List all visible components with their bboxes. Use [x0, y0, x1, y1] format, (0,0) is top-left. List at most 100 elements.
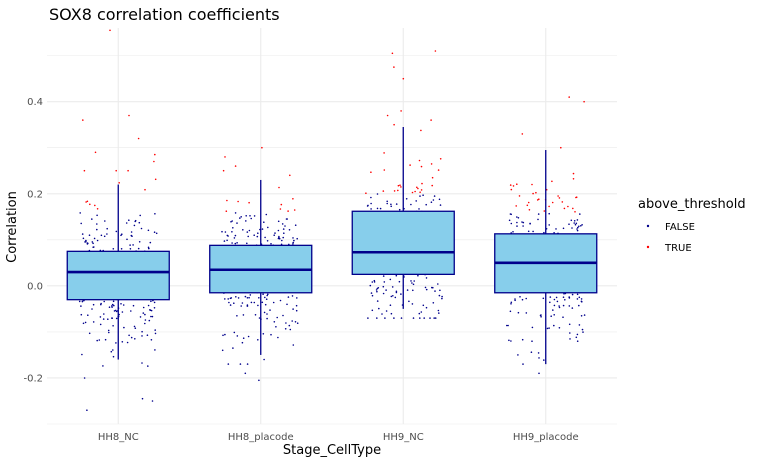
data-point	[282, 228, 285, 230]
data-point	[229, 297, 232, 300]
data-point	[248, 229, 251, 232]
data-point	[392, 295, 394, 297]
data-point	[228, 301, 230, 304]
data-point	[250, 301, 253, 304]
data-point	[370, 202, 372, 205]
data-point	[224, 298, 226, 300]
data-point	[583, 314, 586, 316]
data-point	[369, 284, 372, 287]
data-point	[376, 290, 378, 293]
data-point	[382, 275, 385, 277]
data-point	[233, 331, 236, 334]
data-point	[399, 184, 401, 186]
data-point	[229, 304, 232, 306]
data-point	[84, 241, 86, 243]
data-point	[278, 186, 280, 189]
data-point	[263, 221, 265, 223]
data-point	[295, 304, 298, 307]
data-point	[147, 304, 150, 307]
data-point	[530, 351, 533, 354]
data-point	[134, 219, 137, 222]
outlier-point	[86, 409, 88, 412]
data-point	[383, 152, 385, 154]
data-point	[149, 241, 152, 244]
data-point	[267, 293, 269, 296]
data-point	[516, 221, 518, 224]
data-point	[510, 222, 513, 225]
outlier-point	[583, 100, 585, 103]
data-point	[568, 305, 571, 307]
data-point	[288, 324, 291, 327]
data-point	[376, 317, 378, 319]
data-point	[532, 230, 534, 233]
data-point	[555, 296, 558, 299]
data-point	[531, 326, 534, 329]
data-point	[264, 236, 266, 239]
data-point	[130, 231, 133, 233]
data-point	[133, 325, 136, 328]
data-point	[437, 283, 439, 285]
data-point	[411, 282, 413, 284]
data-point	[562, 304, 565, 307]
data-point	[376, 207, 379, 210]
data-point	[273, 321, 276, 323]
data-point	[102, 318, 105, 320]
data-point	[262, 293, 264, 296]
data-point	[120, 248, 123, 250]
data-point	[431, 176, 434, 179]
data-point	[286, 303, 288, 306]
data-point	[106, 227, 108, 230]
data-point	[86, 200, 89, 203]
data-point	[81, 300, 84, 303]
data-point	[385, 289, 387, 291]
data-point	[540, 316, 542, 318]
data-point	[437, 169, 440, 171]
data-point	[371, 309, 374, 312]
data-point	[564, 299, 566, 301]
data-point	[144, 188, 146, 191]
data-point	[244, 295, 247, 298]
data-point	[373, 281, 376, 283]
data-point	[576, 293, 579, 296]
data-point	[371, 281, 374, 283]
data-point	[538, 198, 540, 200]
data-point	[144, 313, 146, 316]
legend-key-false	[646, 224, 650, 228]
outlier-point	[128, 114, 130, 117]
data-point	[409, 164, 411, 166]
data-point	[234, 242, 237, 245]
data-point	[285, 322, 287, 324]
data-point	[538, 357, 540, 359]
data-point	[548, 224, 550, 226]
data-point	[242, 314, 245, 316]
data-point	[107, 329, 110, 332]
data-point	[438, 198, 441, 201]
data-point	[385, 310, 388, 312]
data-point	[578, 296, 581, 299]
data-point	[84, 321, 87, 324]
data-point	[417, 187, 419, 190]
data-point	[82, 237, 85, 240]
data-point	[518, 195, 521, 197]
data-point	[422, 194, 424, 196]
data-point	[257, 339, 259, 341]
data-point	[293, 209, 296, 211]
data-point	[96, 214, 98, 217]
data-point	[154, 332, 157, 335]
data-point	[154, 213, 156, 215]
data-point	[106, 233, 108, 235]
data-point	[247, 235, 249, 238]
data-point	[577, 226, 579, 229]
data-point	[382, 285, 385, 288]
y-tick-label: 0.0	[27, 281, 43, 292]
data-point	[235, 296, 237, 298]
data-point	[580, 298, 583, 300]
x-tick-label: HH8_NC	[98, 432, 139, 443]
outlier-point	[393, 123, 395, 126]
data-point	[548, 327, 550, 329]
data-point	[89, 203, 91, 206]
data-point	[571, 307, 574, 309]
data-point	[542, 297, 545, 300]
data-point	[115, 342, 117, 344]
data-point	[291, 320, 294, 322]
